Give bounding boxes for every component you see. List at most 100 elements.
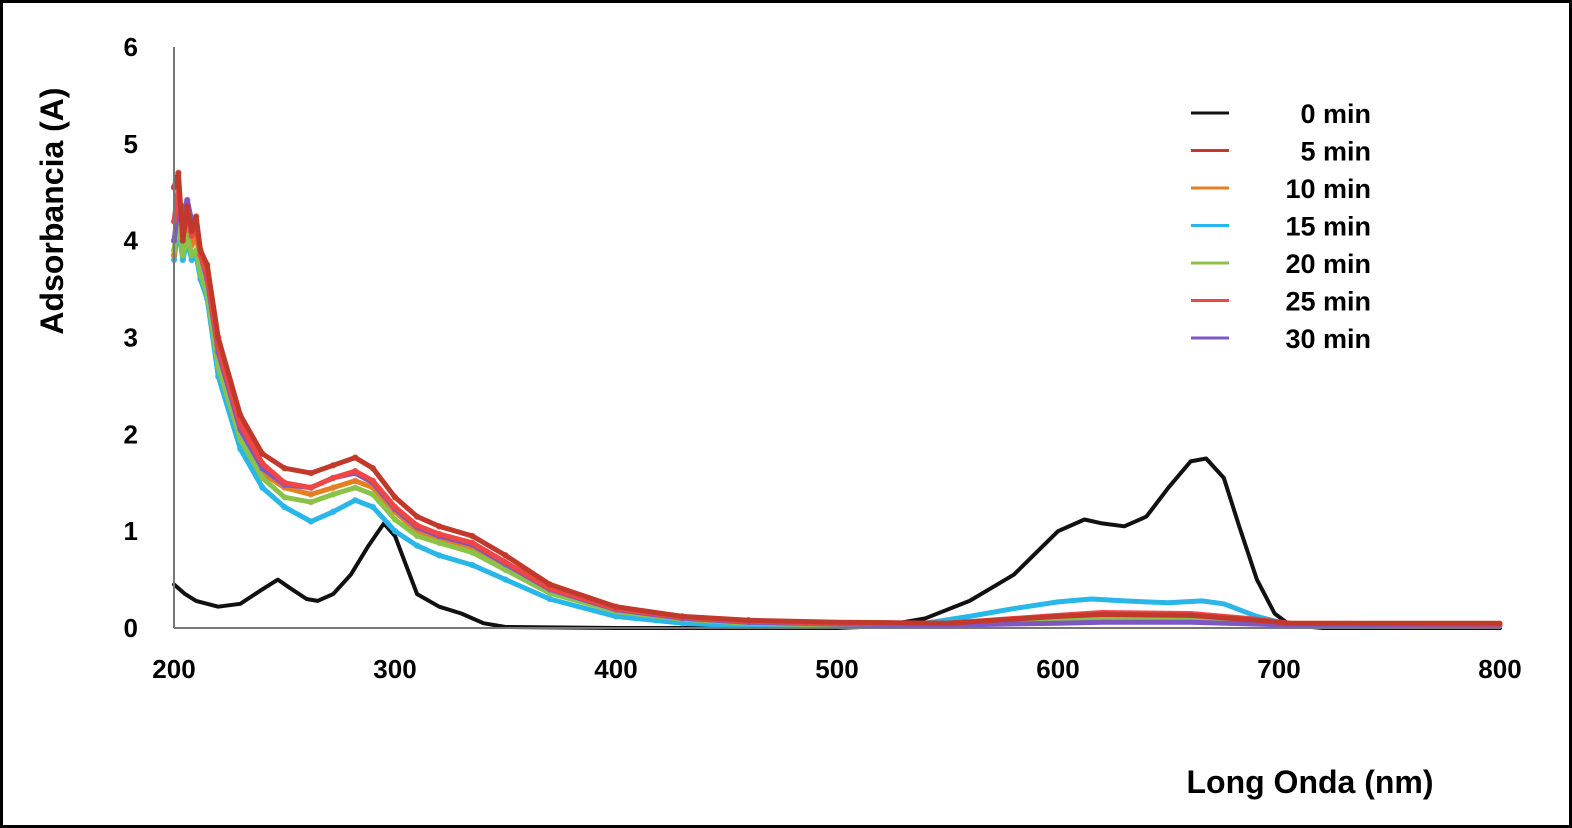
y-axis-label: Adsorbancia (A) <box>34 87 70 334</box>
series-point <box>307 469 315 477</box>
y-tick-label: 1 <box>124 516 138 546</box>
series-point <box>352 477 359 485</box>
series-point <box>502 566 509 574</box>
series-point <box>436 523 443 530</box>
series-point <box>469 539 476 546</box>
series-point <box>391 516 399 523</box>
y-tick-label: 4 <box>124 226 139 256</box>
series-point <box>329 508 337 515</box>
y-tick-labels: 0 1 2 3 4 5 6 <box>124 32 139 643</box>
series-point <box>745 617 752 624</box>
series-point <box>352 484 359 491</box>
series-point <box>281 494 288 501</box>
y-tick-label: 6 <box>124 32 138 62</box>
series-point <box>502 576 509 583</box>
x-axis-label: Long Onda (nm) <box>1186 764 1433 800</box>
series-point <box>413 542 421 549</box>
legend-label: 5 min <box>1300 137 1371 167</box>
y-tick-label: 0 <box>124 613 138 643</box>
series-point <box>369 477 377 485</box>
series-point <box>546 581 553 588</box>
series-point <box>188 251 195 259</box>
series-point <box>281 465 288 472</box>
series-point <box>329 484 337 491</box>
y-tick-label: 3 <box>124 323 138 353</box>
series-point <box>307 518 315 525</box>
series-point <box>184 203 191 210</box>
series-point <box>184 196 191 204</box>
series-point <box>436 530 443 538</box>
series-point <box>436 539 443 546</box>
series-point <box>203 261 211 269</box>
x-tick-labels: 200 300 400 500 600 700 800 <box>152 654 1521 684</box>
series-point <box>259 450 266 457</box>
series-point <box>179 237 187 244</box>
series-point <box>413 522 421 529</box>
series-point <box>259 474 266 482</box>
x-tick-label: 700 <box>1257 654 1300 684</box>
series-point <box>197 271 204 278</box>
series-point <box>369 491 377 498</box>
series-point <box>197 247 204 254</box>
series-point <box>612 603 620 610</box>
legend-label: 30 min <box>1285 324 1371 354</box>
series-line <box>171 218 1503 628</box>
x-tick-label: 800 <box>1478 654 1521 684</box>
legend-label: 15 min <box>1285 212 1371 242</box>
series-point <box>188 232 195 240</box>
series-point <box>369 465 377 472</box>
series-point <box>391 503 399 511</box>
series-point <box>179 251 187 259</box>
series-point <box>188 256 195 264</box>
series-point <box>175 169 182 177</box>
series-point <box>307 484 315 491</box>
series-point <box>188 227 195 235</box>
series-point <box>469 561 476 569</box>
series-point <box>237 411 244 419</box>
series-point <box>502 552 509 559</box>
legend-label: 0 min <box>1300 99 1371 129</box>
y-tick-label: 2 <box>124 419 138 449</box>
series-point <box>413 513 421 520</box>
series-point <box>679 613 686 620</box>
series-point <box>469 549 476 556</box>
spectrum-chart: 200 300 400 500 600 700 800 0 1 2 3 4 5 6 Adsorbanci… <box>34 32 1522 800</box>
series-point <box>502 558 509 566</box>
axes-layer <box>173 47 1500 629</box>
legend: 0 min 5 min 10 min 15 min 20 min 25 min 30 min <box>1191 99 1371 354</box>
legend-label: 25 min <box>1285 287 1371 317</box>
x-tick-label: 600 <box>1036 654 1079 684</box>
series-point <box>612 613 620 620</box>
series-point <box>329 462 337 469</box>
series-point <box>352 496 359 504</box>
series-point <box>281 503 288 511</box>
series-point <box>436 552 443 559</box>
series-point <box>259 460 266 467</box>
series-point <box>546 595 553 603</box>
x-tick-label: 300 <box>373 654 416 684</box>
series-point <box>329 474 337 482</box>
series-point <box>329 491 337 498</box>
series-point <box>352 467 359 475</box>
x-tick-label: 200 <box>152 654 195 684</box>
legend-label: 10 min <box>1285 174 1371 204</box>
series-point <box>259 484 266 491</box>
series-point <box>391 494 399 501</box>
series-point <box>192 213 200 220</box>
series-point <box>179 256 187 264</box>
series-point <box>281 479 288 486</box>
series-point <box>391 527 399 535</box>
x-tick-label: 400 <box>594 654 637 684</box>
series-point <box>237 421 244 428</box>
legend-label: 20 min <box>1285 249 1371 279</box>
series-point <box>307 491 315 498</box>
y-tick-label: 5 <box>124 129 138 159</box>
series-point <box>307 498 315 506</box>
series-point <box>469 532 476 540</box>
series-layer <box>170 169 1503 630</box>
series-point <box>352 454 359 461</box>
series-point <box>237 435 244 443</box>
x-tick-label: 500 <box>815 654 858 684</box>
series-point <box>369 503 377 511</box>
